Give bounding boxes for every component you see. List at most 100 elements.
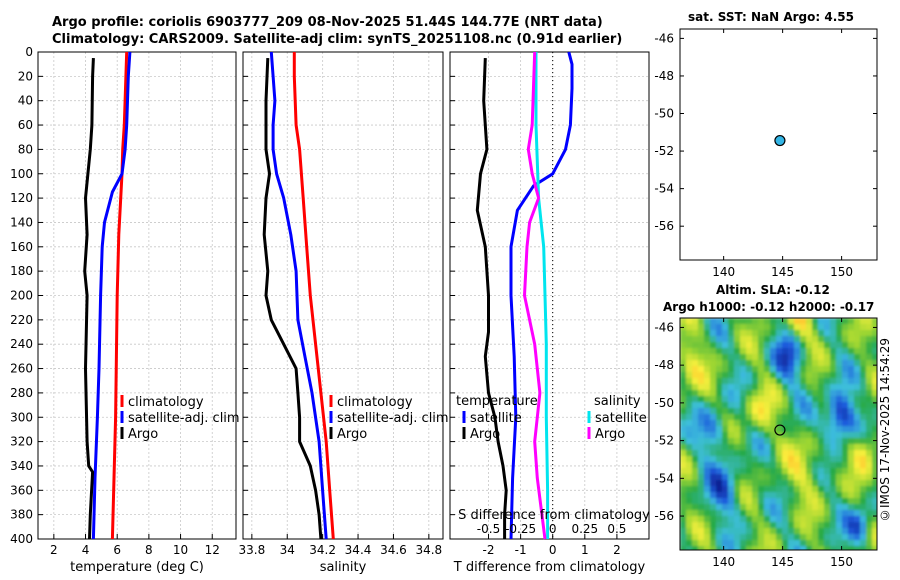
- sla-cell: [866, 480, 873, 487]
- sla-cell: [722, 402, 729, 409]
- sla-cell: [752, 366, 759, 373]
- sla-cell: [872, 366, 877, 373]
- map-x-tick-label: 140: [712, 555, 735, 569]
- sla-cell: [872, 540, 877, 547]
- sla-cell: [824, 492, 831, 499]
- sla-cell: [806, 534, 813, 541]
- sla-cell: [704, 330, 711, 337]
- sla-cell: [764, 444, 771, 451]
- sla-cell: [758, 450, 765, 457]
- sla-cell: [794, 534, 801, 541]
- sla-cell: [758, 456, 765, 463]
- sla-cell: [788, 402, 795, 409]
- sla-cell: [818, 450, 825, 457]
- sla-cell: [770, 336, 777, 343]
- sla-cell: [680, 342, 687, 349]
- sla-cell: [794, 492, 801, 499]
- sla-cell: [830, 426, 837, 433]
- sla-cell: [848, 468, 855, 475]
- sla-cell: [752, 516, 759, 523]
- sla-cell: [818, 360, 825, 367]
- sla-cell: [788, 390, 795, 397]
- sla-cell: [728, 510, 735, 517]
- sla-cell: [746, 336, 753, 343]
- sla-cell: [740, 324, 747, 331]
- panel-sst_map: 140 145 150 -46 -48 -50 -52 -54 -56: [654, 28, 878, 279]
- sla-cell: [698, 522, 705, 529]
- sla-cell: [794, 456, 801, 463]
- sla-cell: [746, 474, 753, 481]
- sla-cell: [698, 546, 705, 550]
- sla-cell: [842, 456, 849, 463]
- sla-cell: [812, 522, 819, 529]
- sla-cell: [866, 390, 873, 397]
- sla-cell: [716, 462, 723, 469]
- sla-cell: [710, 324, 717, 331]
- sla-cell: [806, 504, 813, 511]
- sla-cell: [716, 402, 723, 409]
- sla-cell: [788, 432, 795, 439]
- sla-cell: [776, 546, 783, 550]
- sla-cell: [794, 450, 801, 457]
- sla-cell: [848, 354, 855, 361]
- sla-cell: [824, 510, 831, 517]
- y-tick-label: 360: [10, 483, 33, 497]
- sla-cell: [782, 462, 789, 469]
- sla-cell: [722, 372, 729, 379]
- sla-cell: [818, 390, 825, 397]
- sla-cell: [728, 528, 735, 535]
- sla-cell: [788, 516, 795, 523]
- sla-cell: [752, 336, 759, 343]
- sla-cell: [836, 402, 843, 409]
- sla-cell: [758, 426, 765, 433]
- sla-cell: [860, 534, 867, 541]
- sla-cell: [722, 438, 729, 445]
- y-tick-label: 80: [18, 142, 33, 156]
- sla-cell: [842, 390, 849, 397]
- map-y-tick-label: -56: [654, 219, 674, 233]
- sla-cell: [830, 372, 837, 379]
- sla-cell: [686, 522, 693, 529]
- sla-cell: [692, 498, 699, 505]
- sla-cell: [872, 462, 877, 469]
- sla-cell: [776, 366, 783, 373]
- sla-cell: [806, 348, 813, 355]
- sla-cell: [692, 396, 699, 403]
- sla-cell: [842, 474, 849, 481]
- sla-cell: [872, 360, 877, 367]
- sla-cell: [758, 486, 765, 493]
- sla-cell: [860, 420, 867, 427]
- sla-cell: [818, 516, 825, 523]
- sla-cell: [710, 378, 717, 385]
- sla-cell: [824, 456, 831, 463]
- sla-cell: [698, 342, 705, 349]
- sla-cell: [776, 354, 783, 361]
- sla-cell: [842, 462, 849, 469]
- sla-cell: [692, 348, 699, 355]
- sla-cell: [740, 450, 747, 457]
- sla-cell: [716, 522, 723, 529]
- sla-cell: [776, 468, 783, 475]
- sla-cell: [686, 360, 693, 367]
- sla-cell: [848, 540, 855, 547]
- map-x-tick-label: 150: [830, 555, 853, 569]
- sla-cell: [800, 336, 807, 343]
- sla-cell: [848, 498, 855, 505]
- sla-cell: [812, 528, 819, 535]
- map-x-tick-label: 150: [830, 265, 853, 279]
- sla-cell: [764, 396, 771, 403]
- sla-cell: [812, 474, 819, 481]
- sla-cell: [794, 372, 801, 379]
- sla-cell: [854, 534, 861, 541]
- sla-cell: [764, 330, 771, 337]
- sla-cell: [722, 522, 729, 529]
- sla-cell: [842, 498, 849, 505]
- sla-cell: [692, 546, 699, 550]
- sla-cell: [830, 534, 837, 541]
- sla-cell: [710, 390, 717, 397]
- sla-cell: [680, 372, 687, 379]
- x-tick-label: 34.2: [309, 543, 336, 557]
- sla-cell: [680, 336, 687, 343]
- sla-cell: [836, 528, 843, 535]
- sla-cell: [734, 360, 741, 367]
